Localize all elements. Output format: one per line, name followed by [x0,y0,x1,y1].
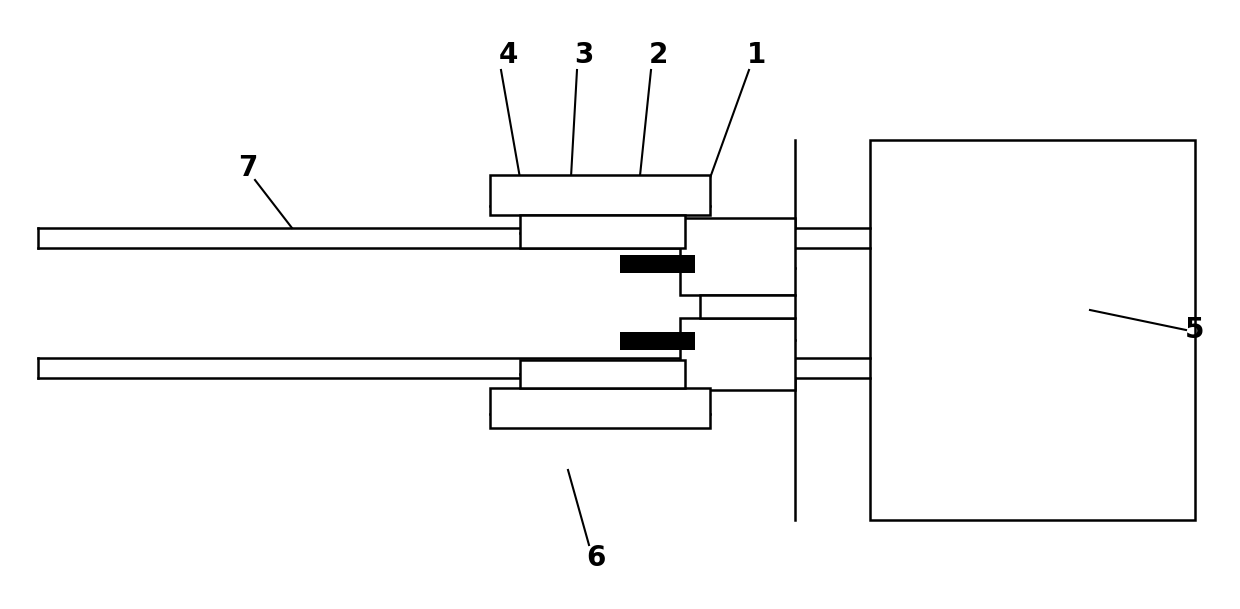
Text: 6: 6 [587,544,605,572]
Bar [620,255,694,273]
Bar [620,332,694,350]
Bar [680,318,795,390]
Text: 7: 7 [238,154,258,182]
Text: 5: 5 [1185,316,1205,344]
Bar [701,295,795,318]
Bar [38,358,701,378]
Bar [38,228,701,248]
Text: 4: 4 [498,41,517,69]
Bar [520,360,684,388]
Bar [520,215,684,248]
Bar [490,388,711,428]
Text: 3: 3 [574,41,594,69]
Bar [680,218,795,295]
Bar [870,140,1195,520]
Bar [490,175,711,215]
Text: 2: 2 [649,41,667,69]
Text: 1: 1 [746,41,765,69]
